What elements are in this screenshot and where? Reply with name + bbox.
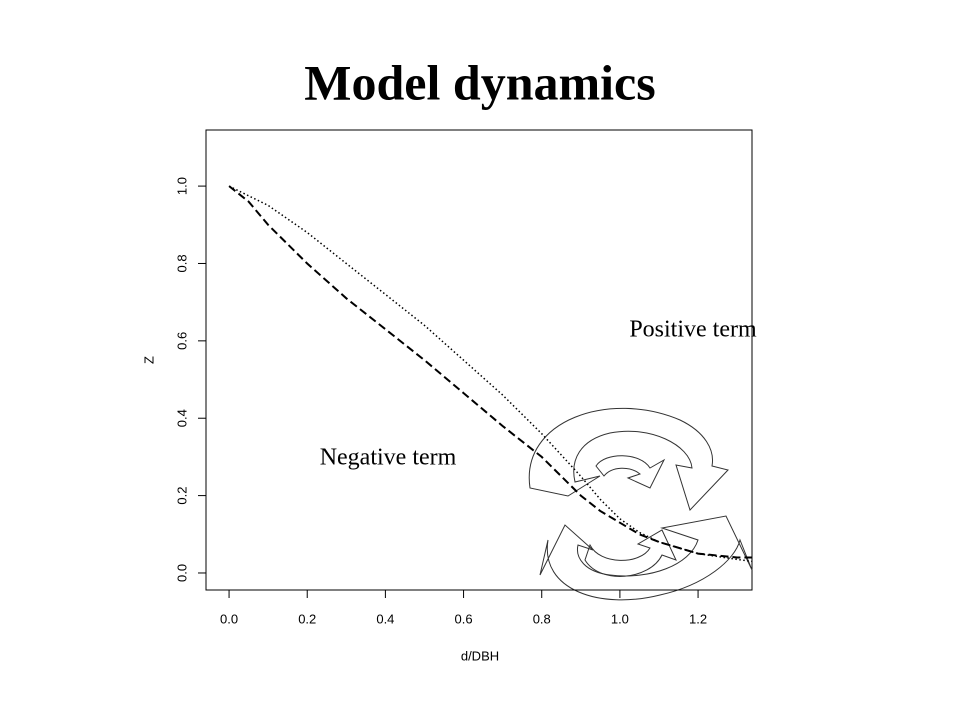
y-tick-label: 0.0 <box>174 564 189 582</box>
x-tick-label: 0.4 <box>376 611 394 626</box>
x-tick-label: 0.0 <box>220 611 238 626</box>
plot-frame <box>205 129 753 591</box>
y-tick-label: 0.2 <box>174 487 189 505</box>
series-line <box>228 185 752 559</box>
y-tick-label: 0.8 <box>174 254 189 272</box>
y-tick-label: 1.0 <box>174 177 189 195</box>
arrow-inner-lower <box>584 529 677 577</box>
annotation: Positive term <box>629 317 757 343</box>
annotation: Negative term <box>320 445 457 471</box>
y-tick-label: 0.4 <box>174 409 189 427</box>
arrow-inner <box>595 455 666 489</box>
y-axis-label: Z <box>141 356 156 364</box>
series-line <box>228 185 752 563</box>
chart-title: Model dynamics <box>304 54 655 110</box>
arrow-lower <box>539 515 753 601</box>
x-tick-label: 0.8 <box>533 611 551 626</box>
y-tick-label: 0.6 <box>174 332 189 350</box>
x-axis-label: d/DBH <box>461 648 499 663</box>
cycle-arrows <box>528 407 753 601</box>
x-tick-label: 0.6 <box>455 611 473 626</box>
x-tick-label: 1.2 <box>689 611 707 626</box>
x-tick-label: 0.2 <box>298 611 316 626</box>
arrow-upper <box>528 407 729 511</box>
x-tick-label: 1.0 <box>611 611 629 626</box>
